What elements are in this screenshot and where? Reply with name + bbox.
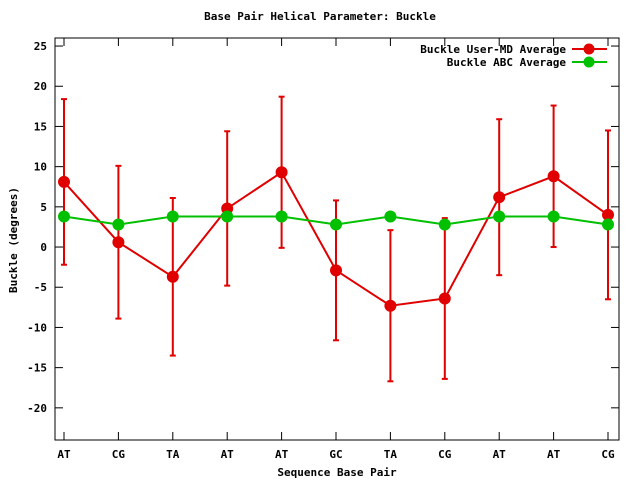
series-2 xyxy=(58,210,614,231)
x-tick-label: AT xyxy=(493,448,507,461)
y-tick-label: -20 xyxy=(27,402,47,415)
data-point xyxy=(384,299,397,312)
legend-label: Buckle ABC Average xyxy=(447,56,567,69)
data-point xyxy=(58,210,70,223)
chart-title: Base Pair Helical Parameter: Buckle xyxy=(204,10,436,23)
data-point xyxy=(602,218,614,231)
legend-swatch-marker xyxy=(583,56,595,68)
data-point xyxy=(330,264,342,277)
y-tick-label: -10 xyxy=(27,321,47,334)
x-tick-label: CG xyxy=(601,448,615,461)
legend-label: Buckle User-MD Average xyxy=(420,43,566,56)
y-tick-label: 0 xyxy=(40,241,47,254)
x-tick-label: AT xyxy=(57,448,71,461)
data-point xyxy=(384,210,397,223)
data-point xyxy=(166,210,179,223)
x-tick-label: CG xyxy=(112,448,126,461)
data-point xyxy=(112,218,125,231)
x-axis-label: Sequence Base Pair xyxy=(277,466,397,479)
y-tick-label: 25 xyxy=(34,40,47,53)
legend-swatch-marker xyxy=(583,43,595,55)
data-point xyxy=(493,210,506,223)
data-point xyxy=(493,191,506,204)
data-point xyxy=(275,210,288,223)
data-point xyxy=(438,292,451,305)
series-layer xyxy=(58,95,614,383)
y-tick-label: -15 xyxy=(27,362,47,375)
y-tick-label: 10 xyxy=(34,161,47,174)
data-point xyxy=(275,166,288,179)
x-tick-label: GC xyxy=(329,448,342,461)
data-point xyxy=(221,210,234,223)
x-tick-label: AT xyxy=(275,448,289,461)
y-axis-label: Buckle (degrees) xyxy=(7,187,20,293)
y-axis-ticks: 25 20 15 10 5 0 -5 -10 -15 -20 xyxy=(27,40,619,415)
y-tick-label: -5 xyxy=(34,281,47,294)
x-tick-label: AT xyxy=(547,448,561,461)
x-tick-label: CG xyxy=(438,448,452,461)
data-point xyxy=(112,236,125,249)
y-tick-label: 15 xyxy=(34,120,47,133)
data-point xyxy=(547,210,560,223)
data-point xyxy=(547,170,560,183)
data-point xyxy=(166,270,179,283)
y-tick-label: 20 xyxy=(34,80,47,93)
data-point xyxy=(330,218,342,231)
plot-frame xyxy=(54,37,620,441)
x-axis-ticks: AT CG TA AT AT GC TA CG AT AT CG xyxy=(57,38,615,461)
data-point xyxy=(438,218,451,231)
y-tick-label: 5 xyxy=(40,201,47,214)
data-point xyxy=(58,175,70,188)
series-1 xyxy=(58,95,614,383)
x-tick-label: AT xyxy=(221,448,235,461)
x-tick-label: TA xyxy=(166,448,180,461)
x-tick-label: TA xyxy=(384,448,398,461)
